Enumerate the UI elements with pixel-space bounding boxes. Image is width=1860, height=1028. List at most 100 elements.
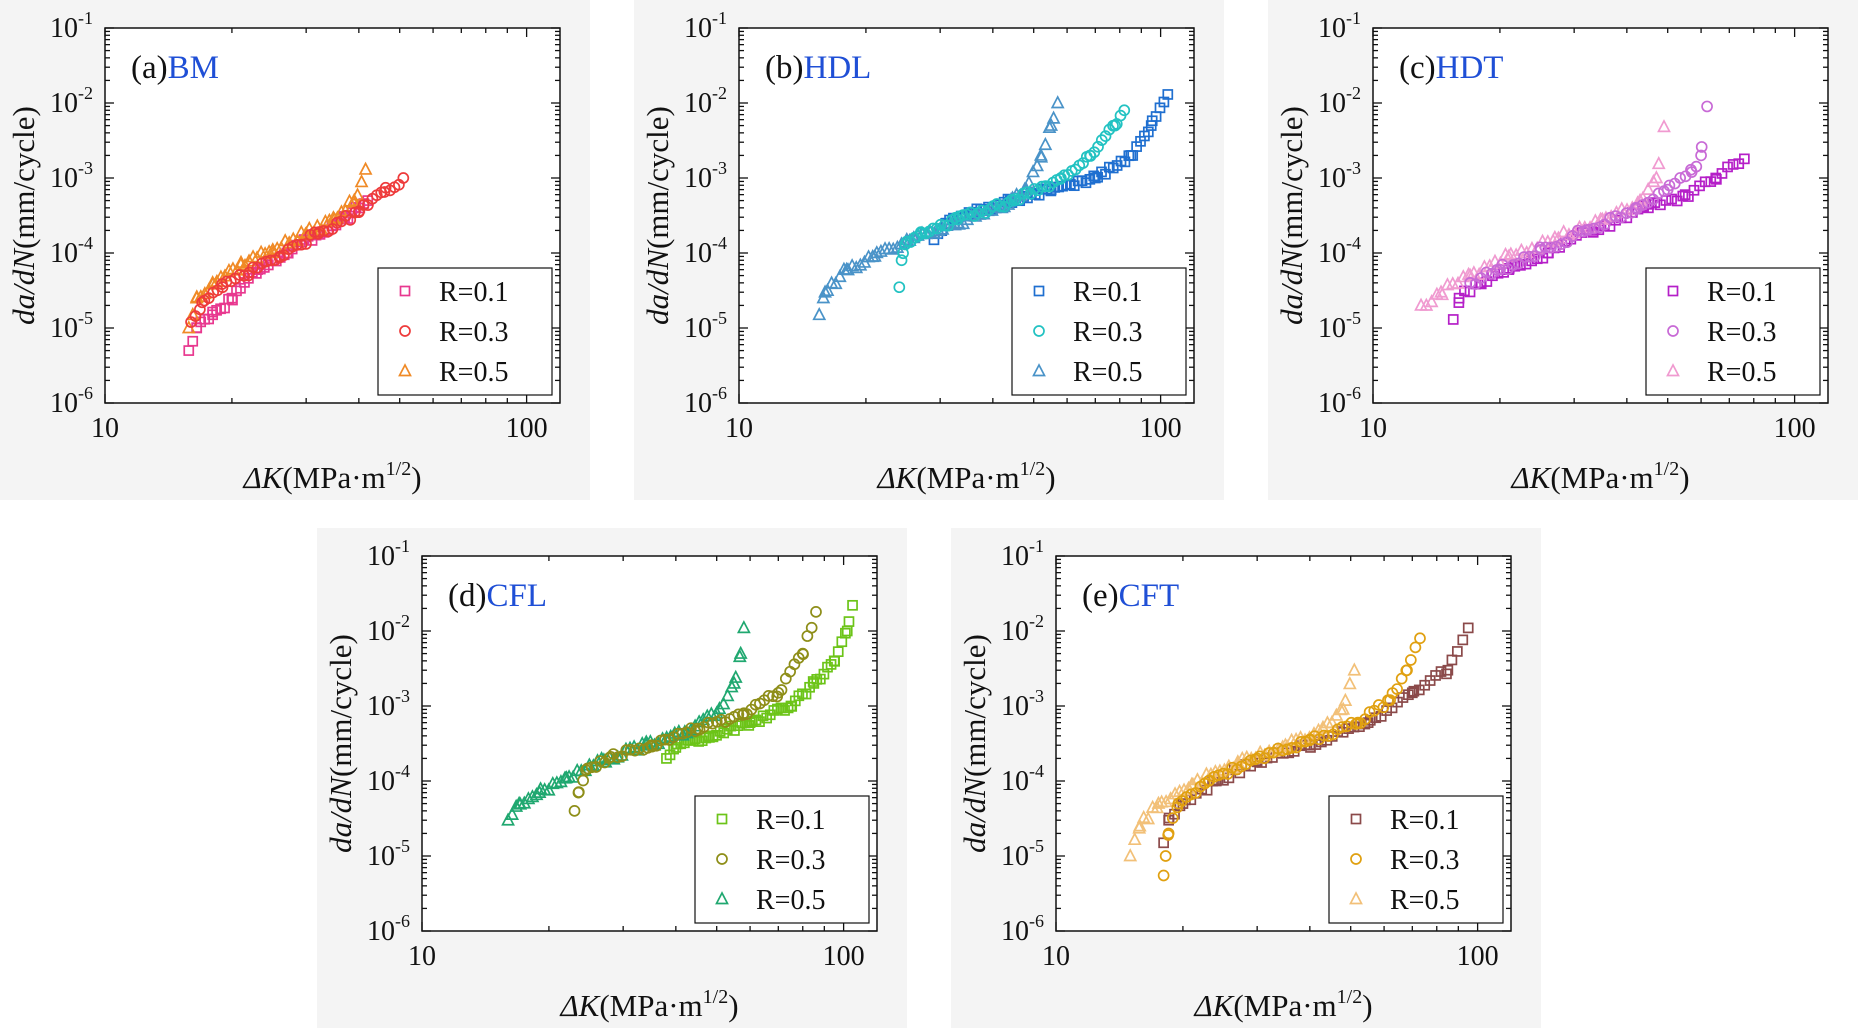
y-tick-exponent: -2 [1346,83,1361,103]
y-tick-exponent: -3 [712,158,727,178]
panel-letter: (a) [131,50,168,86]
data-point-square [1727,159,1739,170]
data-point-circle [1285,742,1298,754]
data-point-circle [672,727,684,740]
legend-marker-circle [716,853,728,865]
data-point-triangle [1325,714,1339,729]
y-tick-exponent: -1 [1346,8,1361,28]
panel-label: (c)HDT [1399,50,1503,86]
y-tick-base: 10 [684,13,712,44]
data-point-circle [309,226,321,239]
data-point-circle [1166,812,1179,825]
y-tick-label: 10-4 [1318,233,1361,269]
data-point-triangle [350,187,365,201]
y-tick-base: 10 [684,313,712,344]
y-axis-unit: (mm/cycle) [6,106,41,249]
data-point-square [1722,161,1733,173]
panel-letter: (d) [448,578,486,614]
data-point-square [793,690,805,702]
data-point-square [1711,173,1722,185]
data-point-triangle [820,282,835,297]
legend-marker-square [1350,813,1362,825]
data-point-triangle [1646,173,1661,188]
x-axis-label: ΔK(MPa·m1/2) [241,458,421,495]
data-point-circle [805,621,818,634]
data-point-circle [1636,199,1649,211]
data-point-square [1705,176,1717,187]
x-axis-exponent: 1/2 [703,986,729,1008]
data-point-triangle [853,257,868,271]
y-axis-unit: (mm/cycle) [957,634,992,777]
data-point-circle [1690,160,1703,173]
y-axis-unit: (mm/cycle) [640,106,675,249]
y-tick-base: 10 [50,238,78,269]
y-tick-base: 10 [684,238,712,269]
data-point-square [1677,190,1689,202]
data-point-circle [1523,250,1536,263]
data-point-triangle [1641,181,1656,195]
y-tick-label: 10-4 [367,761,410,797]
y-tick-label: 10-2 [1318,83,1361,119]
data-point-circle [295,238,308,251]
y-tick-exponent: -3 [1029,686,1044,706]
x-axis-close: ) [1045,460,1055,495]
data-point-triangle [1651,156,1666,170]
series-r-0-3 [1157,632,1426,882]
plot-frame [104,27,561,404]
data-point-triangle [517,795,532,809]
y-tick-label: 10-5 [684,308,727,344]
data-point-triangle [1050,95,1065,109]
data-point-triangle [1132,820,1147,834]
data-point-triangle [1030,158,1045,172]
data-point-triangle [716,696,731,710]
x-axis-symbol: ΔK [1509,460,1552,495]
data-point-circle [1013,193,1026,206]
data-point-circle [1652,187,1665,200]
legend-label: R=0.5 [1073,357,1142,388]
x-axis-unit: (MPa·m [599,988,702,1023]
data-point-square [1447,314,1459,325]
data-point-square [746,715,758,727]
data-point-circle [1350,718,1362,730]
y-axis-label: da/dN(mm/cycle) [1274,106,1309,325]
data-point-triangle [1546,233,1560,247]
data-point-triangle [1046,110,1061,124]
y-tick-label: 10-3 [50,158,93,194]
y-tick-exponent: -4 [1029,761,1044,781]
data-point-circle [572,786,585,798]
data-point-circle [1695,141,1708,153]
data-point-circle [1609,210,1622,222]
y-tick-label: 10-6 [50,383,93,419]
plot-frame [1055,555,1512,932]
legend-marker-triangle [1032,363,1046,377]
data-point-triangle [1127,831,1142,846]
y-axis-unit: (mm/cycle) [323,634,358,777]
y-axis-label: da/dN(mm/cycle) [6,106,41,325]
data-point-square [732,720,744,732]
data-point-circle [1555,238,1568,250]
data-point-circle [1084,150,1097,162]
legend-box [377,267,553,396]
data-point-triangle [358,161,373,175]
y-tick-base: 10 [50,163,78,194]
y-tick-base: 10 [1318,388,1346,419]
y-tick-label: 10-1 [367,536,410,572]
data-point-square [714,725,726,737]
legend-marker-circle [1667,325,1679,337]
y-tick-base: 10 [1001,916,1029,947]
panel-name: HDT [1436,50,1504,86]
data-point-circle [930,222,943,235]
data-point-square [664,749,676,761]
y-tick-label: 10-6 [684,383,727,419]
data-point-circle [1572,224,1584,237]
data-point-square [1435,666,1447,677]
y-tick-exponent: -1 [712,8,727,28]
data-point-triangle [1141,811,1156,825]
data-point-square [1666,193,1677,205]
y-axis-symbol: da/dN [323,775,358,853]
data-point-circle [1588,222,1600,235]
legend: R=0.1 R=0.3 R=0.5 [1011,267,1187,396]
data-point-square [1403,689,1414,701]
data-point-square [1683,191,1694,202]
data-point-triangle [533,781,548,795]
